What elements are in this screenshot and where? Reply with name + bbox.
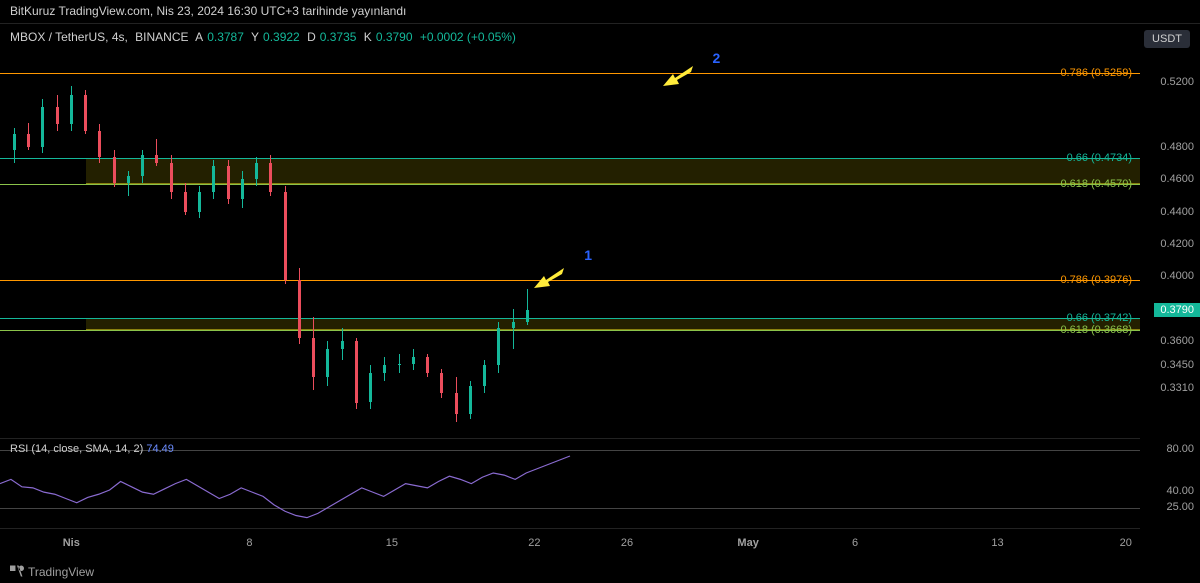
fib-label: 0.786 (0.5259) — [1058, 67, 1134, 79]
publish-text: BitKuruz TradingView.com, Nis 23, 2024 1… — [10, 4, 406, 18]
arrow-2[interactable] — [663, 66, 693, 90]
price-tick: 0.4600 — [1160, 173, 1194, 185]
rsi-tick: 25.00 — [1166, 501, 1194, 513]
arrow-label-1: 1 — [584, 247, 592, 263]
price-tick: 0.4400 — [1160, 206, 1194, 218]
close-label: K — [364, 30, 372, 44]
time-tick: 20 — [1120, 537, 1132, 549]
fib-label: 0.618 (0.3668) — [1058, 324, 1134, 336]
price-tick: 0.4000 — [1160, 270, 1194, 282]
price-axis[interactable]: 0.3310 0.3450 0.3600 0.3790 0.4000 0.4200 0.44… — [1140, 50, 1200, 430]
close-value: 0.3790 — [376, 30, 413, 44]
open-value: 0.3787 — [207, 30, 244, 44]
rsi-value: 74.49 — [146, 443, 174, 455]
fib-line[interactable] — [0, 330, 1140, 331]
high-value: 0.3922 — [263, 30, 300, 44]
price-tick: 0.3600 — [1160, 335, 1194, 347]
fib-line[interactable] — [0, 280, 1140, 281]
support-zone — [86, 318, 1141, 330]
low-label: D — [307, 30, 316, 44]
publish-header: BitKuruz TradingView.com, Nis 23, 2024 1… — [0, 0, 1200, 24]
time-tick: 15 — [386, 537, 398, 549]
arrow-label-2: 2 — [713, 50, 721, 66]
time-tick: 22 — [528, 537, 540, 549]
fib-line[interactable] — [0, 318, 1140, 319]
price-tick: 0.5200 — [1160, 76, 1194, 88]
rsi-tick: 40.00 — [1166, 485, 1194, 497]
time-axis[interactable]: Nis 8 15 22 26 May 6 13 20 — [0, 528, 1140, 558]
rsi-tick: 80.00 — [1166, 443, 1194, 455]
time-tick: 13 — [991, 537, 1003, 549]
change-value: +0.0002 (+0.05%) — [420, 30, 516, 44]
current-price-label: 0.3790 — [1154, 303, 1200, 317]
open-label: A — [195, 30, 203, 44]
tradingview-logo[interactable]: TradingView — [10, 564, 94, 579]
exchange: BINANCE — [135, 30, 188, 44]
fib-label: 0.786 (0.3976) — [1058, 274, 1134, 286]
rsi-axis[interactable]: 25.00 40.00 80.00 — [1140, 438, 1200, 523]
fib-label: 0.618 (0.4570) — [1058, 178, 1134, 190]
quote-badge[interactable]: USDT — [1144, 30, 1190, 48]
high-label: Y — [251, 30, 259, 44]
pair-name: MBOX / TetherUS, 4s, — [10, 30, 131, 44]
symbol-info: MBOX / TetherUS, 4s, BINANCE A 0.3787 Y 0.… — [10, 30, 520, 44]
rsi-panel[interactable]: RSI (14, close, SMA, 14, 2) 74.49 — [0, 438, 1140, 523]
price-tick: 0.4800 — [1160, 141, 1194, 153]
rsi-title: RSI (14, close, SMA, 14, 2) 74.49 — [10, 443, 174, 455]
fib-line[interactable] — [0, 73, 1140, 74]
price-tick: 0.3450 — [1160, 359, 1194, 371]
time-tick: Nis — [63, 537, 80, 549]
rsi-line-path — [0, 456, 570, 518]
price-tick: 0.4200 — [1160, 238, 1194, 250]
low-value: 0.3735 — [320, 30, 357, 44]
time-tick: May — [737, 537, 758, 549]
arrow-1[interactable] — [534, 268, 564, 292]
fib-label: 0.66 (0.4734) — [1065, 152, 1134, 164]
price-chart[interactable]: 0.786 (0.5259) 0.66 (0.4734) 0.618 (0.4570… — [0, 50, 1140, 430]
time-tick: 8 — [246, 537, 252, 549]
time-tick: 26 — [621, 537, 633, 549]
price-tick: 0.3310 — [1160, 382, 1194, 394]
fib-label: 0.66 (0.3742) — [1065, 312, 1134, 324]
time-tick: 6 — [852, 537, 858, 549]
